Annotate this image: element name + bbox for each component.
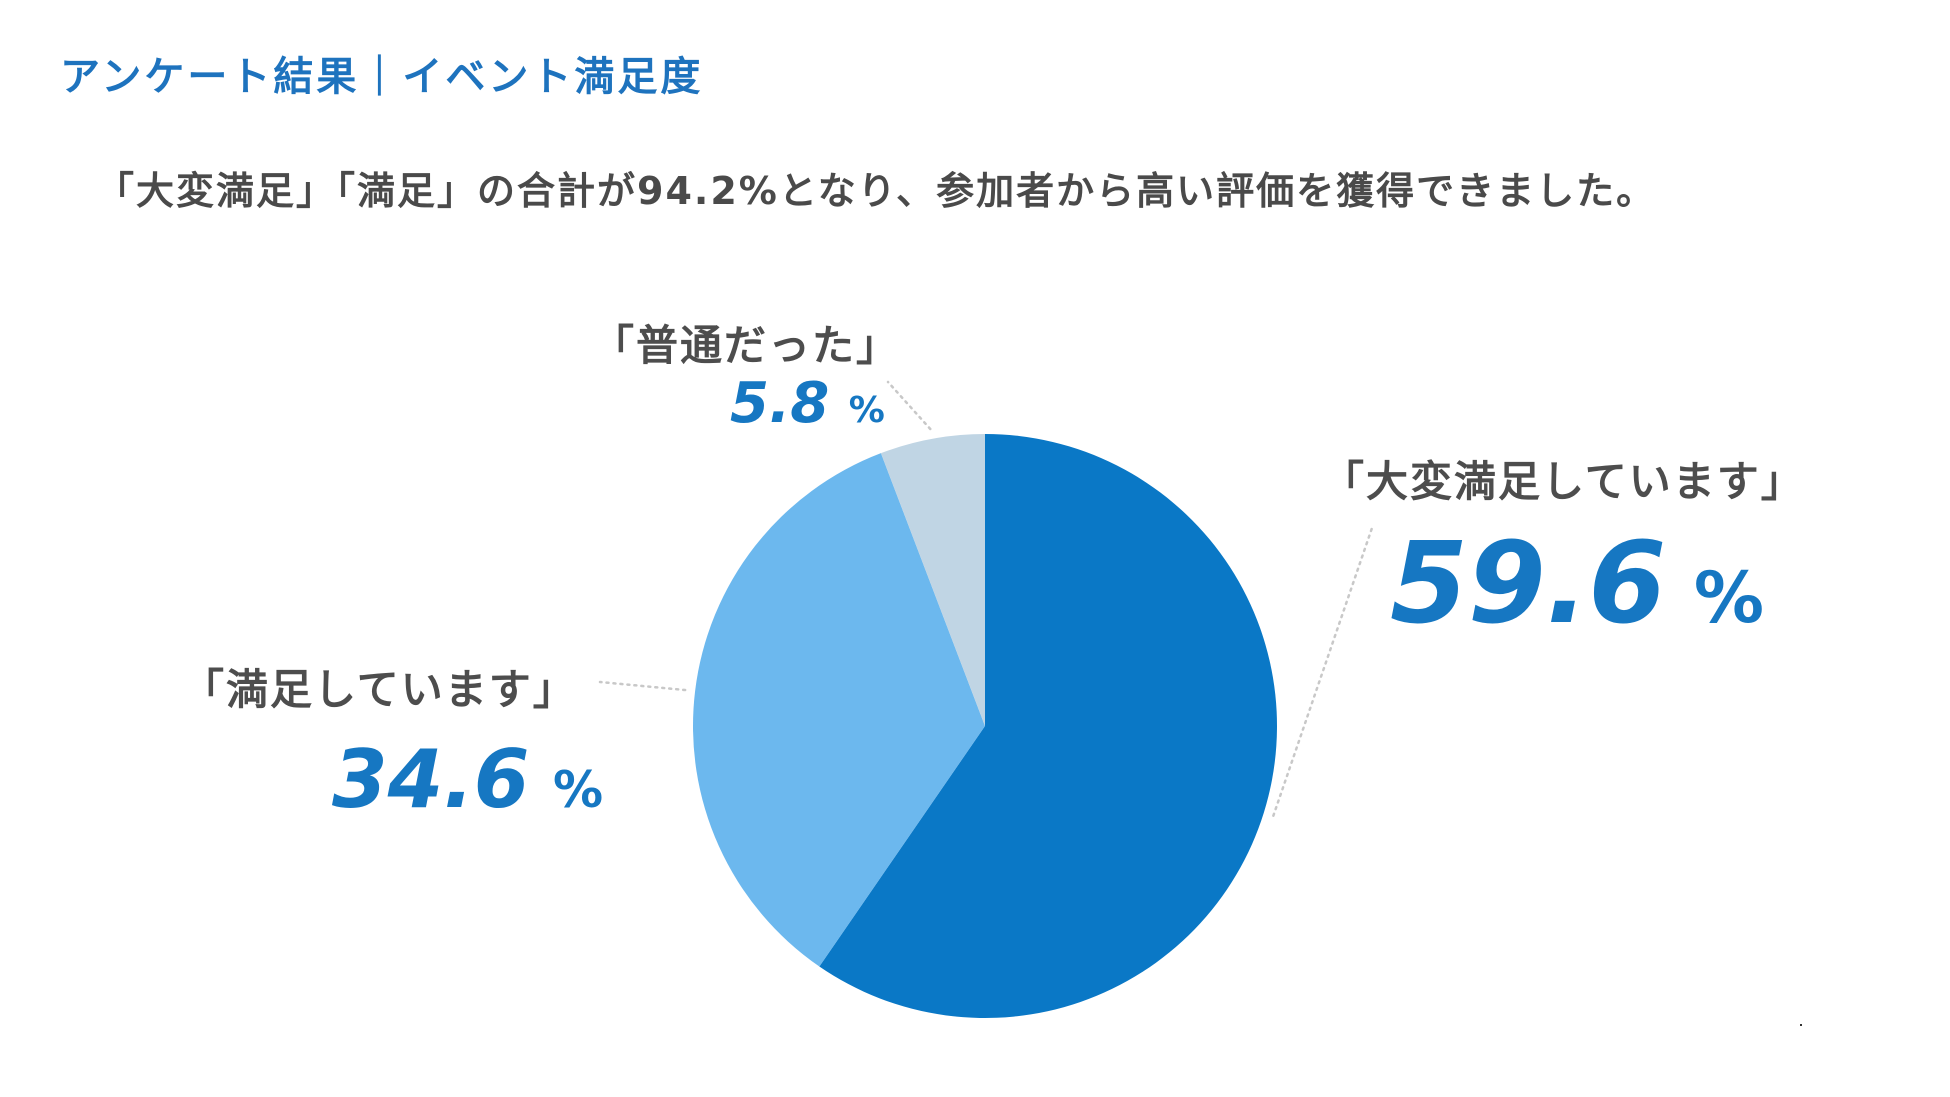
slice-value-number-satisfied: 34.6: [332, 733, 530, 826]
page-title: アンケート結果｜イベント満足度: [60, 54, 704, 100]
slice-value-unit-neutral: %: [848, 390, 885, 431]
slice-label-satisfied: 「満足しています」: [182, 665, 577, 714]
slice-label-neutral: 「普通だった」: [592, 321, 901, 370]
slice-value-very-satisfied: 59.6 %: [1390, 528, 1764, 640]
slice-label-very-satisfied: 「大変満足しています」: [1322, 457, 1805, 506]
slice-value-number-neutral: 5.8: [730, 371, 830, 436]
slice-value-unit-satisfied: %: [552, 761, 604, 819]
pie-slice-very-satisfied: [819, 434, 1277, 1018]
decorative-dot: [1800, 1024, 1802, 1026]
pie-slice-satisfied: [693, 453, 985, 967]
slice-value-satisfied: 34.6 %: [332, 740, 603, 820]
summary-text: 「大変満足」「満足」の合計が94.2%となり、参加者から高い評価を獲得できました…: [96, 169, 1657, 213]
pie-slice-neutral: [880, 434, 985, 726]
slice-value-neutral: 5.8 %: [730, 376, 885, 432]
leader-line-very-satisfied: [1272, 526, 1374, 817]
slice-value-unit-very-satisfied: %: [1693, 557, 1765, 639]
slice-value-number-very-satisfied: 59.6: [1390, 519, 1667, 649]
leader-line-neutral: [886, 380, 932, 431]
leader-line-satisfied: [598, 680, 687, 692]
